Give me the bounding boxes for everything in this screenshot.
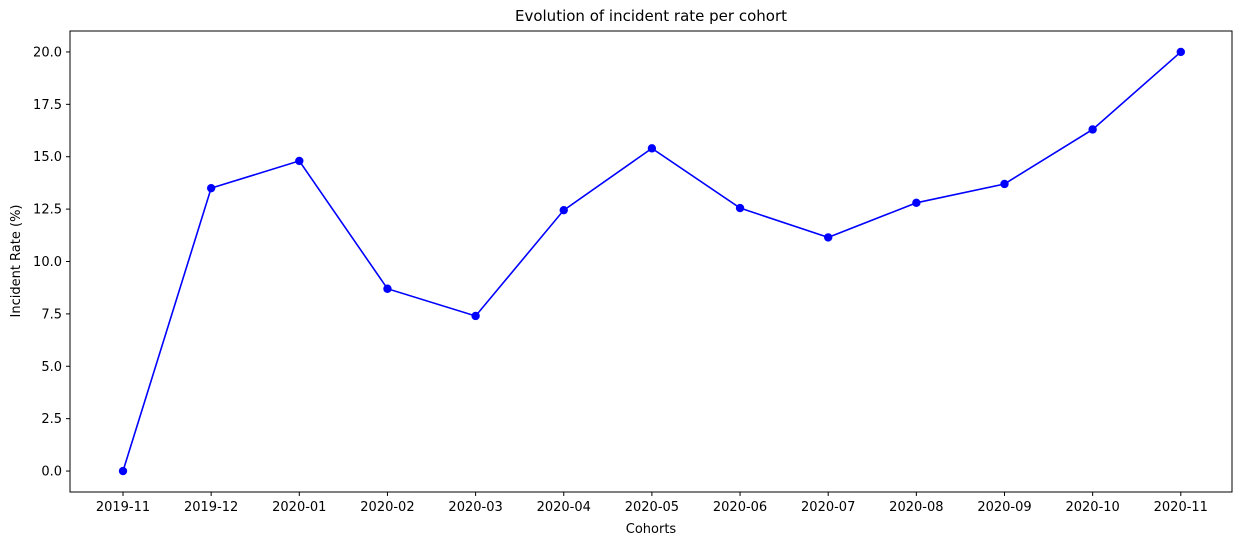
y-tick-label: 15.0 xyxy=(33,150,62,165)
x-tick-label: 2020-02 xyxy=(360,500,414,515)
data-point xyxy=(559,205,568,215)
y-tick-label: 17.5 xyxy=(33,98,62,113)
data-point xyxy=(471,311,480,321)
x-tick-label: 2020-11 xyxy=(1154,500,1208,515)
x-tick-label: 2019-12 xyxy=(184,500,238,515)
y-tick-label: 20.0 xyxy=(33,45,62,60)
y-tick-label: 10.0 xyxy=(33,255,62,270)
x-tick-label: 2020-05 xyxy=(625,500,679,515)
data-point xyxy=(1176,47,1186,57)
x-tick-label: 2020-06 xyxy=(713,500,767,515)
x-tick-label: 2020-01 xyxy=(272,500,326,515)
data-point xyxy=(206,183,216,193)
data-point xyxy=(1088,125,1097,134)
y-axis-title: Incident Rate (%) xyxy=(9,205,24,318)
plot-frame xyxy=(69,30,1233,493)
data-point xyxy=(383,284,392,293)
data-point xyxy=(295,156,304,166)
y-tick-label: 2.5 xyxy=(41,412,62,427)
data-point xyxy=(735,203,745,213)
data-point xyxy=(912,198,921,208)
chart-title: Evolution of incident rate per cohort xyxy=(515,7,787,25)
y-tick-label: 5.0 xyxy=(41,360,62,375)
data-point xyxy=(118,466,128,476)
plot-area: 0.0 2.5 5.0 7.5 10.0 12.5 15.0 17.5 20.0 2019-11… xyxy=(33,30,1233,515)
series-line xyxy=(122,51,1182,472)
series-markers xyxy=(118,47,1186,476)
x-tick-label: 2020-09 xyxy=(977,500,1031,515)
x-tick-label: 2019-11 xyxy=(96,500,150,515)
data-point xyxy=(1000,179,1009,189)
x-tick-label: 2020-08 xyxy=(889,500,943,515)
data-point xyxy=(824,233,833,242)
x-tick-label: 2020-10 xyxy=(1065,500,1119,515)
x-tick-label: 2020-03 xyxy=(448,500,502,515)
y-tick-label: 12.5 xyxy=(33,203,62,218)
data-point xyxy=(647,144,657,153)
x-tick-label: 2020-04 xyxy=(537,500,591,515)
x-axis: 2019-11 2019-12 2020-01 2020-02 2020-03 2020-… xyxy=(96,492,1208,515)
y-tick-label: 0.0 xyxy=(41,465,62,480)
y-axis: 0.0 2.5 5.0 7.5 10.0 12.5 15.0 17.5 20.0 xyxy=(33,45,70,480)
y-tick-label: 7.5 xyxy=(41,307,62,322)
x-tick-label: 2020-07 xyxy=(801,500,855,515)
x-axis-title: Cohorts xyxy=(626,522,677,537)
